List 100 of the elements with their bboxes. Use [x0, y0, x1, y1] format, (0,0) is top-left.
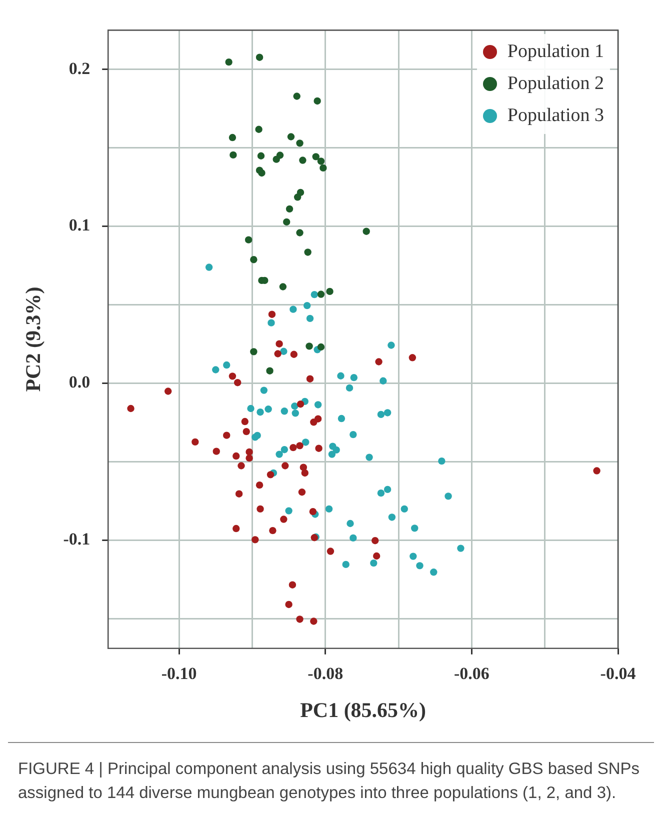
point — [346, 384, 354, 392]
point — [230, 151, 237, 159]
point — [384, 409, 392, 416]
point — [320, 164, 327, 172]
point — [283, 218, 290, 226]
point — [346, 520, 354, 528]
point — [247, 404, 254, 412]
point — [380, 377, 387, 384]
point — [285, 507, 292, 514]
point — [276, 152, 284, 159]
point — [232, 524, 240, 532]
point — [377, 410, 385, 418]
point — [241, 418, 249, 426]
point — [280, 446, 288, 454]
point — [235, 490, 243, 498]
point — [268, 310, 276, 318]
point — [280, 516, 288, 523]
point — [430, 568, 438, 576]
y-tick-label: 0.0 — [68, 372, 90, 392]
point — [192, 438, 199, 446]
point — [296, 229, 304, 236]
point — [276, 340, 283, 348]
x-axis-title: PC1 (85.65%) — [300, 698, 426, 722]
point — [296, 140, 304, 147]
point — [408, 354, 416, 362]
point — [266, 471, 274, 478]
point — [246, 448, 253, 456]
point — [266, 367, 274, 374]
point — [256, 54, 264, 61]
point — [317, 343, 325, 351]
point — [298, 488, 306, 496]
point — [256, 408, 264, 416]
point — [593, 467, 600, 474]
caption: FIGURE 4 | Principal component analysis using 55634 high quality GBS based SNPs assigned to 144 diverse mungbean genotypes into three populations (1, 2, and 3). — [18, 759, 641, 804]
point — [410, 552, 417, 560]
x-tick-label: -0.08 — [308, 664, 344, 683]
point — [309, 508, 317, 516]
legend-label: Population 1 — [507, 40, 604, 64]
point — [225, 58, 232, 66]
point — [328, 450, 336, 458]
point — [315, 444, 322, 452]
point — [250, 256, 258, 264]
point — [234, 379, 242, 386]
point — [212, 448, 220, 455]
point — [337, 372, 344, 380]
point — [257, 152, 265, 160]
x-tick-label: -0.06 — [454, 664, 490, 683]
point — [338, 414, 346, 422]
point — [255, 126, 262, 133]
point — [268, 319, 275, 326]
point — [326, 288, 334, 296]
point — [350, 374, 358, 382]
point — [242, 428, 250, 436]
point — [372, 537, 379, 544]
point — [314, 97, 321, 105]
point — [366, 454, 373, 461]
point — [306, 342, 313, 350]
point — [238, 462, 245, 470]
point — [301, 469, 308, 477]
point — [228, 372, 236, 380]
point — [223, 432, 230, 439]
point — [291, 402, 298, 410]
point — [205, 264, 213, 271]
point — [164, 388, 172, 395]
point — [286, 205, 294, 213]
point — [317, 158, 325, 165]
legend-label: Population 3 — [507, 104, 604, 128]
point — [312, 153, 320, 160]
point — [212, 366, 220, 374]
point — [250, 348, 258, 356]
point — [372, 552, 380, 560]
point — [294, 194, 302, 201]
point — [256, 505, 264, 513]
point — [260, 386, 268, 394]
point — [370, 559, 378, 567]
point — [292, 410, 299, 417]
y-tick-label: -0.1 — [63, 530, 90, 549]
point — [306, 375, 314, 382]
point — [325, 505, 333, 513]
point — [350, 534, 357, 542]
point — [416, 562, 424, 570]
point — [280, 348, 288, 355]
point — [287, 133, 295, 140]
point — [228, 134, 236, 142]
point — [400, 505, 408, 513]
point — [342, 560, 350, 568]
point — [293, 92, 300, 100]
point — [438, 457, 446, 465]
point — [246, 454, 253, 462]
point — [314, 401, 322, 408]
y-tick-label: 0.1 — [68, 216, 90, 235]
point — [304, 248, 312, 256]
point — [388, 514, 396, 521]
point — [350, 430, 357, 438]
point — [264, 406, 272, 413]
point — [388, 342, 395, 349]
point — [290, 444, 297, 452]
y-axis-title: PC2 (9.3%) — [21, 286, 46, 392]
point — [362, 228, 370, 235]
x-tick-label: -0.04 — [600, 664, 636, 683]
